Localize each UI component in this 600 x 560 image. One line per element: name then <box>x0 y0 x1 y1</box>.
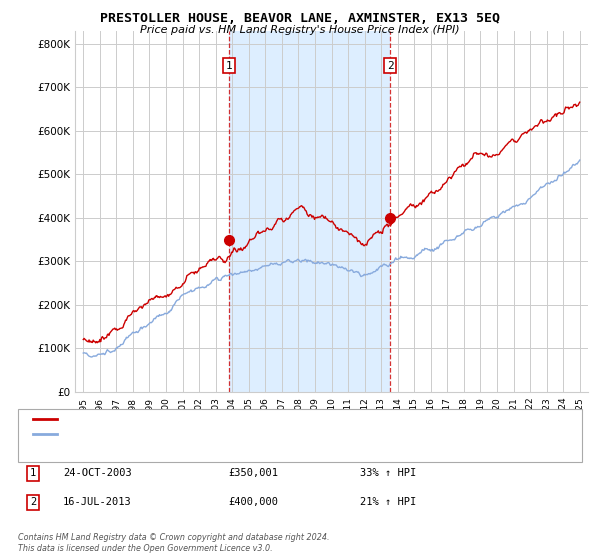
Text: 1: 1 <box>226 60 233 71</box>
Text: 33% ↑ HPI: 33% ↑ HPI <box>360 468 416 478</box>
Text: 16-JUL-2013: 16-JUL-2013 <box>63 497 132 507</box>
Text: 1: 1 <box>30 468 36 478</box>
Text: Contains HM Land Registry data © Crown copyright and database right 2024.
This d: Contains HM Land Registry data © Crown c… <box>18 533 329 553</box>
Bar <box>229 31 390 392</box>
Text: £400,000: £400,000 <box>228 497 278 507</box>
Text: Price paid vs. HM Land Registry's House Price Index (HPI): Price paid vs. HM Land Registry's House … <box>140 25 460 35</box>
Text: 2: 2 <box>387 60 394 71</box>
Text: 24-OCT-2003: 24-OCT-2003 <box>63 468 132 478</box>
Text: £350,001: £350,001 <box>228 468 278 478</box>
Text: 2: 2 <box>30 497 36 507</box>
Text: HPI: Average price, detached house, East Devon: HPI: Average price, detached house, East… <box>60 430 290 438</box>
Text: 21% ↑ HPI: 21% ↑ HPI <box>360 497 416 507</box>
Text: PRESTOLLER HOUSE, BEAVOR LANE, AXMINSTER, EX13 5EQ: PRESTOLLER HOUSE, BEAVOR LANE, AXMINSTER… <box>100 12 500 25</box>
Text: PRESTOLLER HOUSE, BEAVOR LANE, AXMINSTER, EX13 5EQ (detached house): PRESTOLLER HOUSE, BEAVOR LANE, AXMINSTER… <box>60 414 430 423</box>
